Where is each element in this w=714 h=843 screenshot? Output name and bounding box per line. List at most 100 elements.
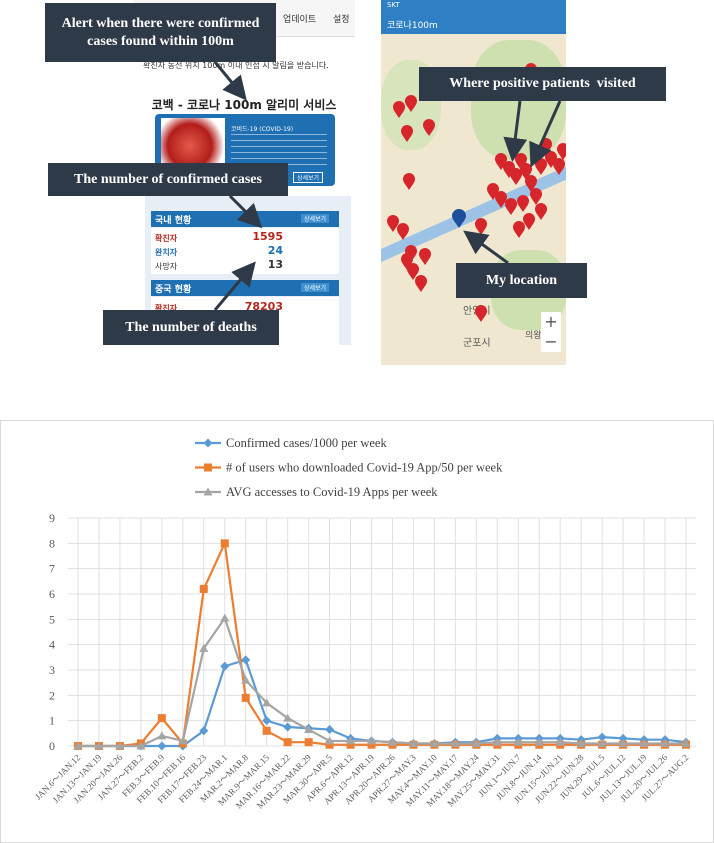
data-point [471,738,481,747]
data-point [115,741,125,750]
map-pin [415,275,427,292]
row-label: 확진자 [155,234,178,243]
y-tick-label: 3 [49,663,55,677]
chart-frame [0,420,714,843]
place: 의왕시 [525,331,550,341]
map-pin [557,143,566,160]
row-label: 확진자 [155,304,178,313]
card-text [231,134,327,166]
data-point [450,738,460,747]
callout: The number of confirmed cases [48,163,288,196]
menu-item[interactable]: 설정 [333,15,350,25]
y-tick-label: 9 [49,511,55,525]
map-pin [535,203,547,220]
data-point [203,438,213,448]
data-point [136,741,146,750]
menu-item[interactable]: 업데이트 [283,15,317,25]
data-point [199,584,208,593]
map-screenshot: SKT 코로나100m 안양시 군포시 의왕시 +− [381,0,566,365]
data-point [660,738,670,747]
data-point [304,738,313,747]
data-point [283,713,293,722]
row-value: 13 [267,258,283,271]
data-point [241,693,250,702]
data-point [204,463,212,472]
china-title: 중국 현황 [155,285,192,295]
callout: Alert when there were confirmed cases fo… [45,3,276,62]
map-pin [423,119,435,136]
card-title: 코비드-19 (COVID-19) [231,126,294,133]
chart: 0123456789JAN.6～JAN.12JAN.13～JAN.19JAN.2… [0,420,714,843]
series-line [78,615,686,748]
data-point [367,740,376,749]
legend-label: # of users who downloaded Covid-19 App/5… [226,461,503,475]
y-tick-label: 6 [49,587,55,601]
detail-button[interactable]: 상세보기 [293,172,324,183]
y-tick-label: 8 [49,536,55,550]
data-point [304,725,314,734]
map-pin [510,168,522,185]
data-point [283,738,292,747]
domestic-title: 국내 현황 [155,216,192,226]
data-point [220,661,230,671]
map-pin [553,158,565,175]
carrier: SKT [387,1,400,9]
map-pin [530,188,542,205]
data-point [513,737,523,746]
data-point [492,737,502,746]
map-pin [523,213,535,230]
map-pin [393,101,405,118]
map-pin [505,198,517,215]
map-pin [397,223,409,240]
data-point [408,738,418,747]
data-point [157,731,167,740]
data-point [597,732,607,742]
y-tick-label: 0 [49,739,55,753]
map-pin [401,125,413,142]
y-tick-label: 1 [49,714,55,728]
data-point [283,722,293,732]
app-title: 코로나100m [387,21,438,31]
map-pin [525,175,537,192]
data-point [199,726,209,736]
map-pin [475,218,487,235]
map-pin [407,263,419,280]
zoom-control[interactable]: + − [541,312,561,352]
map-pin [387,215,399,232]
map-pin [405,245,417,262]
service-title: 코백 - 코로나 100m 알리미 서비스 [151,98,337,112]
data-point [618,738,628,747]
data-point [325,740,334,749]
row-label: 완치자 [155,248,178,257]
data-point [325,725,335,735]
map-pin [520,163,532,180]
status-bar [381,0,566,34]
map-pin [517,195,529,212]
detail-button[interactable]: 상세보기 [301,214,330,223]
map-pin [535,158,547,175]
map-pin [495,191,507,208]
data-point [199,643,209,652]
data-point [178,736,188,745]
legend-label: AVG accesses to Covid-19 Apps per week [226,485,438,499]
data-point [555,737,565,746]
place: 군포시 [463,338,491,349]
detail-button[interactable]: 상세보기 [301,283,330,292]
my-location-pin [452,209,466,228]
data-point [262,716,272,726]
data-point [73,741,83,750]
data-point [94,741,104,750]
data-point [597,738,607,747]
map-pin [487,183,499,200]
callout: Where positive patients visited [419,67,666,101]
map-pin [419,248,431,265]
data-point [241,675,251,684]
data-point [157,741,167,751]
data-point [241,655,251,665]
y-tick-label: 4 [49,638,55,652]
data-point [157,714,166,723]
data-point [576,738,586,747]
data-point [387,737,397,746]
data-point [534,737,544,746]
